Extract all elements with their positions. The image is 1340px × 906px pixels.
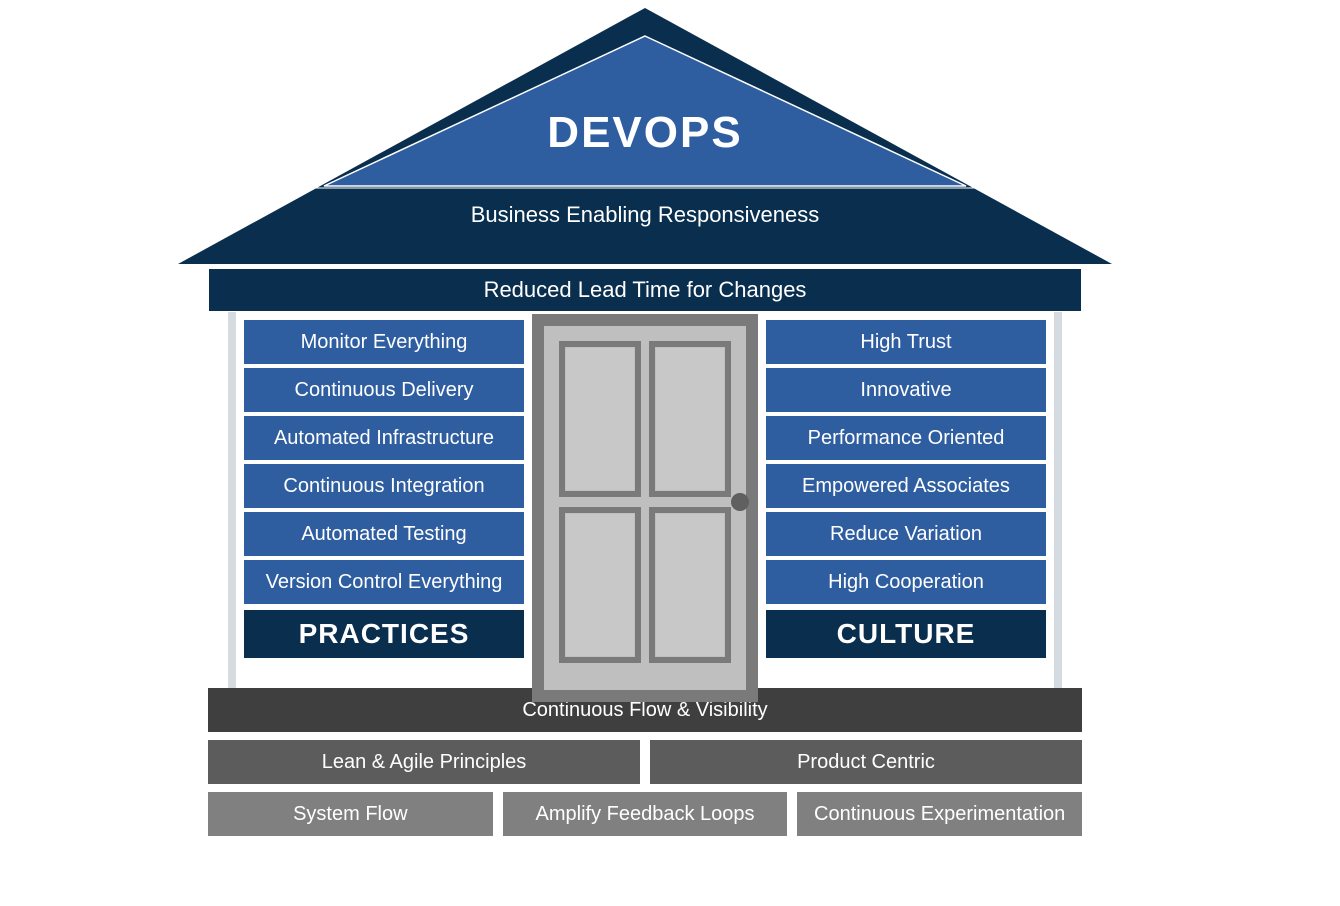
culture-item: High Cooperation: [766, 560, 1046, 604]
door-knob: [731, 493, 749, 511]
awning-label: Reduced Lead Time for Changes: [484, 277, 807, 303]
culture-item: Empowered Associates: [766, 464, 1046, 508]
culture-item: Reduce Variation: [766, 512, 1046, 556]
foundation-box: Lean & Agile Principles: [208, 740, 640, 784]
foundation-row-3: System Flow Amplify Feedback Loops Conti…: [208, 792, 1082, 836]
practice-item: Monitor Everything: [244, 320, 524, 364]
door-panel-fill: [656, 514, 724, 656]
roof: DEVOPS Business Enabling Responsiveness: [178, 8, 1112, 264]
foundation-box: Amplify Feedback Loops: [503, 792, 788, 836]
practice-item: Continuous Integration: [244, 464, 524, 508]
culture-item: Performance Oriented: [766, 416, 1046, 460]
devops-house-diagram: DEVOPS Business Enabling Responsiveness …: [178, 8, 1112, 836]
door: [532, 314, 758, 702]
foundation-box: System Flow: [208, 792, 493, 836]
door-panel-fill: [656, 348, 724, 490]
door-panel-fill: [566, 514, 634, 656]
practices-column: Monitor Everything Continuous Delivery A…: [244, 320, 524, 658]
roof-title: DEVOPS: [178, 108, 1112, 158]
culture-item: High Trust: [766, 320, 1046, 364]
practice-item: Automated Infrastructure: [244, 416, 524, 460]
foundation-box: Product Centric: [650, 740, 1082, 784]
door-svg: [532, 314, 758, 702]
foundation-box: Continuous Experimentation: [797, 792, 1082, 836]
foundation-row-2: Lean & Agile Principles Product Centric: [208, 740, 1082, 784]
culture-item: Innovative: [766, 368, 1046, 412]
practice-item: Continuous Delivery: [244, 368, 524, 412]
foundation: Continuous Flow & Visibility Lean & Agil…: [208, 688, 1082, 836]
awning-bar: Reduced Lead Time for Changes: [208, 268, 1082, 312]
door-panel-fill: [566, 348, 634, 490]
house-body: Monitor Everything Continuous Delivery A…: [228, 312, 1062, 688]
roof-subtitle: Business Enabling Responsiveness: [178, 202, 1112, 228]
culture-title: CULTURE: [766, 610, 1046, 658]
culture-column: High Trust Innovative Performance Orient…: [766, 320, 1046, 658]
practices-title: PRACTICES: [244, 610, 524, 658]
practice-item: Automated Testing: [244, 512, 524, 556]
practice-item: Version Control Everything: [244, 560, 524, 604]
